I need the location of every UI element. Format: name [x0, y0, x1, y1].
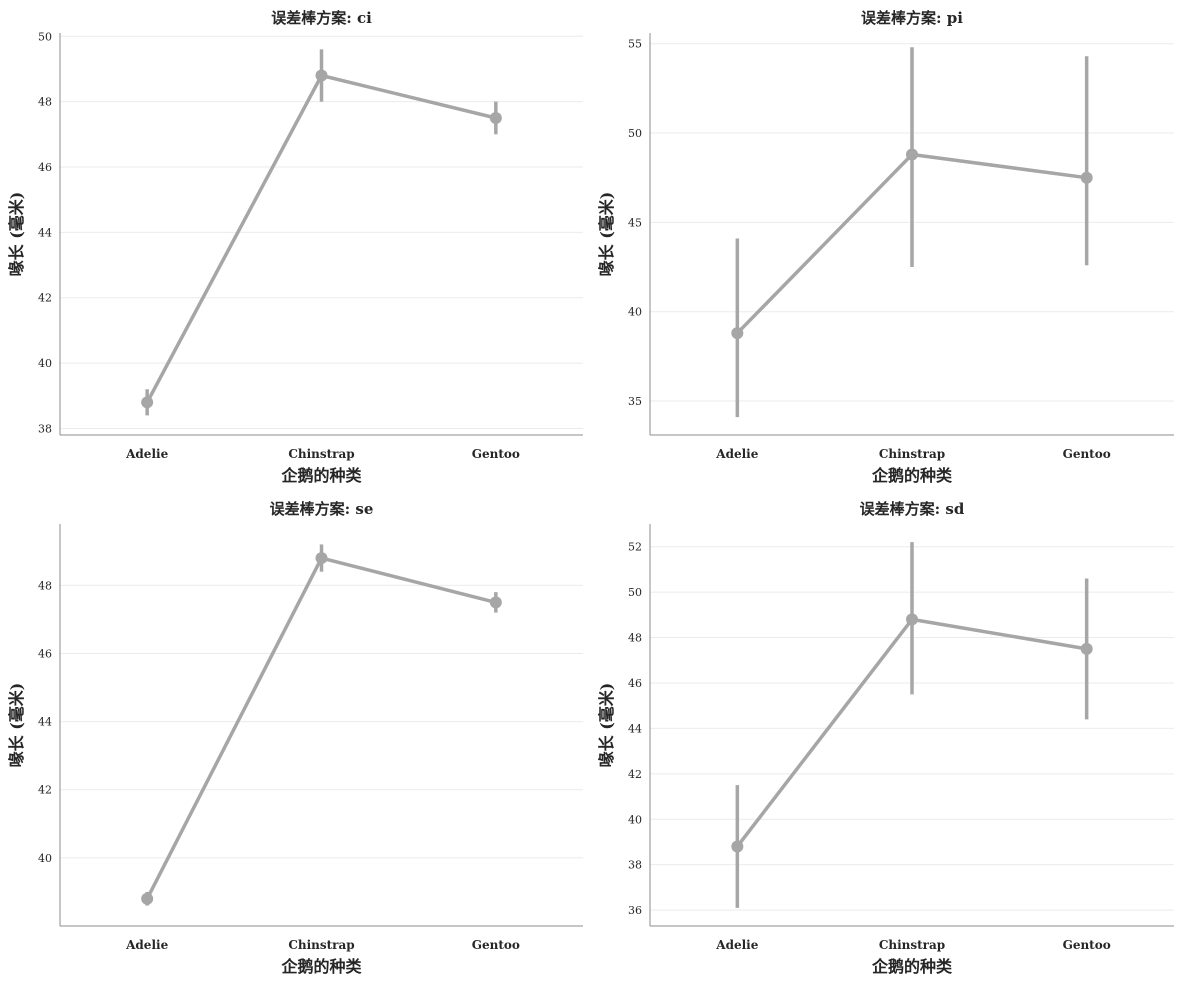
chart-panel-1: 38 40 42 44 46 48 50 Adelie Chinstrap Gentoo 误差棒方案…: [7, 9, 583, 485]
y-tick-label: 38: [628, 859, 642, 872]
x-tick-label: Gentoo: [472, 938, 520, 952]
x-tick-label: Adelie: [715, 447, 758, 461]
y-tick-label: 40: [38, 357, 52, 370]
y-tick-label: 40: [38, 852, 52, 865]
x-tick-label: Chinstrap: [288, 938, 354, 952]
y-tick-label: 50: [38, 30, 52, 43]
chart-panel-2: 35 40 45 50 55 Adelie Chinstrap Gentoo 误差棒方案: pi…: [597, 9, 1174, 485]
data-point: [906, 613, 918, 626]
chart-panel-4: 36 38 40 42 44 46 48 50 52 Adelie Chinstrap Gentoo 误…: [597, 500, 1174, 976]
x-tick-label: Chinstrap: [879, 938, 945, 952]
x-axis-label: 企鹅的种类: [280, 466, 362, 485]
y-tick-label: 48: [38, 579, 52, 592]
chart-panel-3: 40 42 44 46 48 Adelie Chinstrap Gentoo 误差棒方案: se…: [7, 500, 583, 976]
y-tick-label: 55: [628, 38, 642, 51]
y-tick-label: 35: [628, 395, 642, 408]
y-tick-label: 44: [38, 716, 52, 729]
y-tick-label: 40: [628, 306, 642, 319]
data-point: [731, 840, 744, 853]
y-tick-label: 44: [628, 722, 642, 735]
data-point: [489, 111, 502, 124]
series-line: [145, 556, 497, 900]
y-tick-label: 44: [38, 226, 52, 239]
x-tick-label: Chinstrap: [288, 447, 354, 461]
x-tick-label: Gentoo: [472, 447, 520, 461]
y-tick-label: 50: [628, 127, 642, 140]
chart-title: 误差棒方案: ci: [271, 9, 372, 27]
data-point: [1080, 171, 1093, 184]
x-tick-label: Gentoo: [1063, 938, 1111, 952]
x-tick-label: Adelie: [715, 938, 758, 952]
y-tick-label: 42: [38, 784, 52, 797]
data-point: [315, 552, 328, 565]
series-line: [145, 73, 497, 404]
data-point: [489, 596, 502, 609]
y-axis-label: 喙长 (毫米): [597, 683, 616, 768]
y-tick-label: 46: [38, 647, 52, 660]
y-tick-label: 42: [38, 292, 52, 305]
y-tick-label: 48: [38, 96, 52, 109]
y-axis-label: 喙长 (毫米): [597, 192, 616, 277]
x-tick-label: Adelie: [125, 447, 168, 461]
x-axis-label: 企鹅的种类: [871, 957, 953, 976]
y-axis-label: 喙长 (毫米): [7, 192, 26, 277]
y-tick-label: 36: [628, 904, 642, 917]
x-axis-label: 企鹅的种类: [280, 957, 362, 976]
chart-title: 误差棒方案: sd: [860, 500, 965, 518]
y-tick-label: 42: [628, 768, 642, 781]
data-point: [315, 69, 328, 82]
y-tick-label: 38: [38, 422, 52, 435]
x-tick-label: Gentoo: [1063, 447, 1111, 461]
y-tick-label: 50: [628, 586, 642, 599]
y-axis-label: 喙长 (毫米): [7, 683, 26, 768]
data-point: [906, 148, 918, 161]
y-tick-label: 46: [628, 677, 642, 690]
chart-title: 误差棒方案: se: [270, 500, 374, 518]
y-tick-label: 45: [628, 216, 642, 229]
x-axis-label: 企鹅的种类: [871, 466, 953, 485]
chart-title: 误差棒方案: pi: [861, 9, 963, 27]
data-point: [731, 327, 744, 340]
data-point: [141, 892, 154, 905]
x-tick-label: Adelie: [125, 938, 168, 952]
x-tick-label: Chinstrap: [879, 447, 945, 461]
y-tick-label: 52: [628, 541, 642, 554]
data-point: [1080, 642, 1093, 655]
y-tick-label: 48: [628, 632, 642, 645]
y-tick-label: 46: [38, 161, 52, 174]
data-point: [141, 396, 154, 409]
y-tick-label: 40: [628, 813, 642, 826]
